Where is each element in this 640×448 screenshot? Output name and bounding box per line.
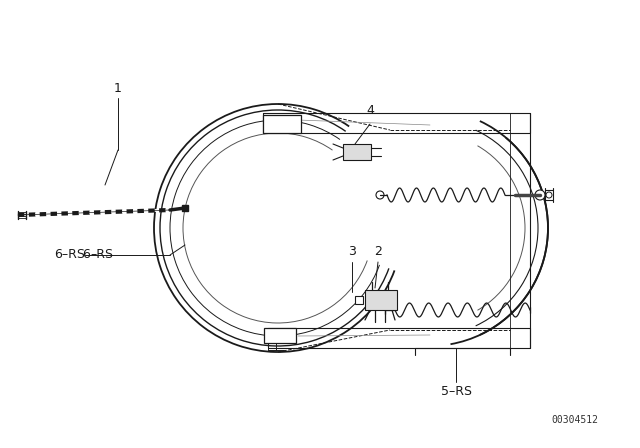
Text: –RS: –RS bbox=[90, 249, 113, 262]
Text: 2: 2 bbox=[374, 245, 382, 258]
Bar bbox=[264, 328, 296, 343]
Text: 5–RS: 5–RS bbox=[440, 385, 472, 398]
Bar bbox=[343, 144, 371, 160]
Text: 6: 6 bbox=[82, 249, 90, 262]
Bar bbox=[263, 115, 301, 133]
Bar bbox=[365, 290, 397, 310]
Circle shape bbox=[535, 190, 545, 200]
Text: 00304512: 00304512 bbox=[551, 415, 598, 425]
Bar bbox=[355, 296, 363, 304]
Text: 4: 4 bbox=[366, 104, 374, 117]
Text: 6–RS: 6–RS bbox=[54, 249, 85, 262]
Text: 3: 3 bbox=[348, 245, 356, 258]
Text: 1: 1 bbox=[114, 82, 122, 95]
